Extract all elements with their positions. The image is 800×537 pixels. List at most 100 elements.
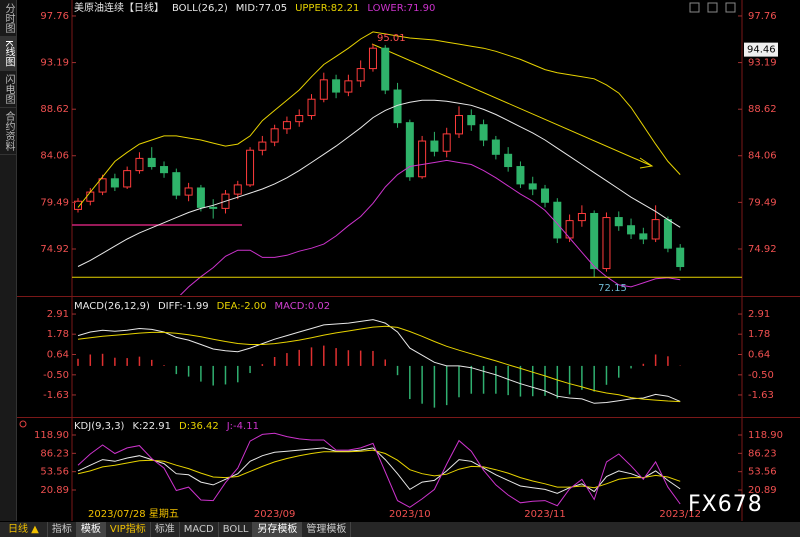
candle-body [295,115,304,123]
x-tick-label: 2023/12 [659,509,701,520]
y-tick-label-right: 97.76 [748,11,777,22]
candle-body [614,217,623,227]
candle-body [590,212,599,270]
candle-body [405,122,414,178]
candle-body [516,166,525,185]
tab[interactable]: 指标 [48,522,77,537]
candle-body [110,178,119,188]
candle-body [270,128,279,143]
side-tab[interactable]: 合约资料 [0,108,16,155]
y-tick-label-right: 84.06 [748,151,777,162]
tab[interactable]: 标准 [151,522,180,537]
y-tick-label: 88.62 [40,104,69,115]
panel [77,319,681,408]
legend-label: J:-4.11 [226,421,259,432]
panel [74,31,685,295]
y-tick-label-right: 53.56 [748,467,777,478]
y-tick-label-right: 1.78 [748,329,770,340]
legend-label: LOWER:71.90 [367,3,435,14]
candle-body [307,98,316,117]
candle-body [541,188,550,203]
tab[interactable]: MACD [180,522,219,537]
icon[interactable] [725,2,736,13]
y-tick-label-right: 79.49 [748,197,777,208]
series-line [77,432,681,508]
y-tick-label-right: 93.19 [748,58,777,69]
y-tick-label: -1.63 [43,390,69,401]
cursor-date: 2023/07/28 星期五 [88,509,179,520]
y-tick-label-right: 118.90 [748,430,783,441]
annotation: 72.15 [598,283,627,294]
candle-body [147,157,156,168]
y-tick-label: 53.56 [40,467,69,478]
candle-body [479,124,488,141]
y-tick-label-right: 74.92 [748,244,777,255]
legend-label: MID:77.05 [236,3,287,14]
candle-body [246,149,255,186]
y-tick-label-right: 20.89 [748,485,777,496]
candle-body [553,201,562,239]
y-tick-label-right: -0.50 [748,370,774,381]
y-tick-label: 1.78 [47,329,69,340]
arrow-head [639,157,654,169]
y-tick-label-right: -1.63 [748,390,774,401]
candle-body [430,140,439,152]
tab[interactable]: 模板 [76,522,106,537]
y-tick-label: 74.92 [40,244,69,255]
indicator-name: MACD(26,12,9) [74,301,150,312]
candle-body [639,233,648,240]
annotation: 95.01 [377,33,406,44]
panel [77,432,681,508]
trend-arrow [371,43,653,167]
candle-body [467,115,476,126]
y-tick-label: -0.50 [43,370,69,381]
y-tick-label-right: 0.64 [748,350,770,361]
series-line [77,447,681,494]
tab[interactable]: 另存模板 [253,522,303,537]
candle-body [602,217,611,270]
icon[interactable] [689,2,700,13]
candle-body [418,140,427,178]
icon [19,420,27,428]
legend-label: UPPER:82.21 [295,3,359,14]
candle-body [528,183,537,190]
y-tick-label-right: 86.23 [748,448,777,459]
period-label: 日线 [8,524,28,535]
cursor-box [744,42,778,57]
period[interactable]: 日线 ▲ [0,522,48,537]
candle-body [651,219,660,240]
candle-body [282,121,291,130]
tab[interactable]: VIP指标 [106,522,151,537]
candle-body [627,225,636,235]
x-tick-label: 2023/11 [524,509,566,520]
candle-body [160,166,169,174]
candle-body [663,219,672,249]
side-tab[interactable]: 闪电图 [0,71,16,108]
candle-body [209,206,218,209]
candle-body [98,178,107,193]
y-tick-label-right: 2.91 [748,309,770,320]
side-tab[interactable]: K线图 [0,37,16,71]
candle-body [233,184,242,195]
candle-body [491,139,500,155]
y-tick-label: 118.90 [34,430,69,441]
background [16,0,800,522]
icon[interactable] [707,2,718,13]
legend-label: D:36.42 [179,421,219,432]
candle-body [74,200,82,210]
side-tab[interactable]: 分时图 [0,0,16,37]
y-tick-label: 0.64 [47,350,69,361]
candle-body [258,141,267,151]
toolbar: 日线 ▲ 指标 模板 VIP指标 标准 MACD BOLL 另存模板 管理模板 [0,522,800,537]
series-line [77,319,681,404]
tab[interactable]: BOLL [219,522,254,537]
candle-body [172,172,181,196]
y-tick-label: 2.91 [47,309,69,320]
candle-body [123,170,132,188]
legend-label: DEA:-2.00 [217,301,267,312]
candle-body [196,187,205,208]
candle-body [454,115,463,135]
tab[interactable]: 管理模板 [302,522,352,537]
